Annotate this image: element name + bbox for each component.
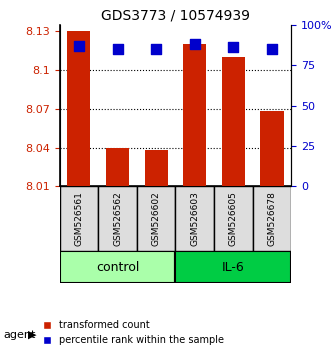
Point xyxy=(269,46,275,52)
FancyBboxPatch shape xyxy=(175,186,214,251)
Text: ▶: ▶ xyxy=(28,330,37,339)
Text: agent: agent xyxy=(3,330,36,339)
Bar xyxy=(222,57,245,186)
Text: GSM526605: GSM526605 xyxy=(229,191,238,246)
Point xyxy=(154,46,159,52)
FancyBboxPatch shape xyxy=(175,251,291,283)
Bar xyxy=(145,150,168,186)
FancyBboxPatch shape xyxy=(60,186,98,251)
Bar xyxy=(106,148,129,186)
Text: control: control xyxy=(96,261,139,274)
FancyBboxPatch shape xyxy=(98,186,137,251)
Point xyxy=(231,45,236,50)
Bar xyxy=(67,31,90,186)
Point xyxy=(192,41,197,47)
Legend: transformed count, percentile rank within the sample: transformed count, percentile rank withi… xyxy=(38,316,228,349)
Point xyxy=(76,43,81,48)
FancyBboxPatch shape xyxy=(253,186,291,251)
Bar xyxy=(260,112,284,186)
Text: GSM526561: GSM526561 xyxy=(74,191,83,246)
Text: IL-6: IL-6 xyxy=(222,261,245,274)
FancyBboxPatch shape xyxy=(60,251,175,283)
Text: GSM526678: GSM526678 xyxy=(267,191,276,246)
Title: GDS3773 / 10574939: GDS3773 / 10574939 xyxy=(101,8,250,22)
Text: GSM526562: GSM526562 xyxy=(113,191,122,246)
FancyBboxPatch shape xyxy=(214,186,253,251)
Point xyxy=(115,46,120,52)
Text: GSM526603: GSM526603 xyxy=(190,191,199,246)
Text: GSM526602: GSM526602 xyxy=(152,191,161,246)
Bar xyxy=(183,44,206,186)
FancyBboxPatch shape xyxy=(137,186,175,251)
